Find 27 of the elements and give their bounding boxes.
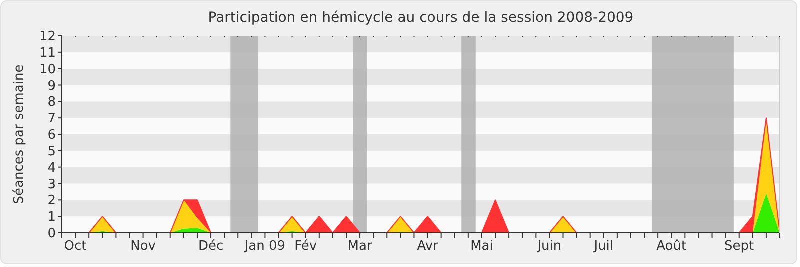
x-tick-label: Août <box>656 239 687 254</box>
x-tick-label: Jan 09 <box>244 239 286 254</box>
y-axis-title: Séances par semaine <box>12 64 27 204</box>
y-tick-label: 4 <box>48 160 56 176</box>
x-tick-label: Fév <box>294 239 318 254</box>
chart-title: Participation en hémicycle au cours de la session 2008-2009 <box>208 10 634 26</box>
y-tick-label: 1 <box>48 210 56 226</box>
y-tick-label: 8 <box>48 95 56 110</box>
y-tick-label: 7 <box>48 112 56 127</box>
x-tick-label: Avr <box>417 239 440 254</box>
x-tick-label: Sept <box>724 239 754 254</box>
x-tick-label: Mar <box>348 239 373 254</box>
x-tick-label: Nov <box>130 239 156 254</box>
x-tick-label: Mai <box>470 239 494 254</box>
x-tick-label: Juin <box>536 239 562 254</box>
y-tick-label: 10 <box>39 62 56 78</box>
y-tick-label: 0 <box>48 226 56 242</box>
x-tick-label: Juil <box>593 239 614 254</box>
y-tick-label: 2 <box>48 194 56 209</box>
y-tick-label: 12 <box>39 30 56 45</box>
x-tick-label: Déc <box>198 239 224 254</box>
y-tick-label: 9 <box>48 78 56 94</box>
y-tick-label: 5 <box>48 144 56 160</box>
y-tick-label: 6 <box>48 128 56 144</box>
y-tick-label: 3 <box>48 177 56 192</box>
x-tick-label: Oct <box>64 239 87 254</box>
y-tick-label: 11 <box>39 46 56 61</box>
